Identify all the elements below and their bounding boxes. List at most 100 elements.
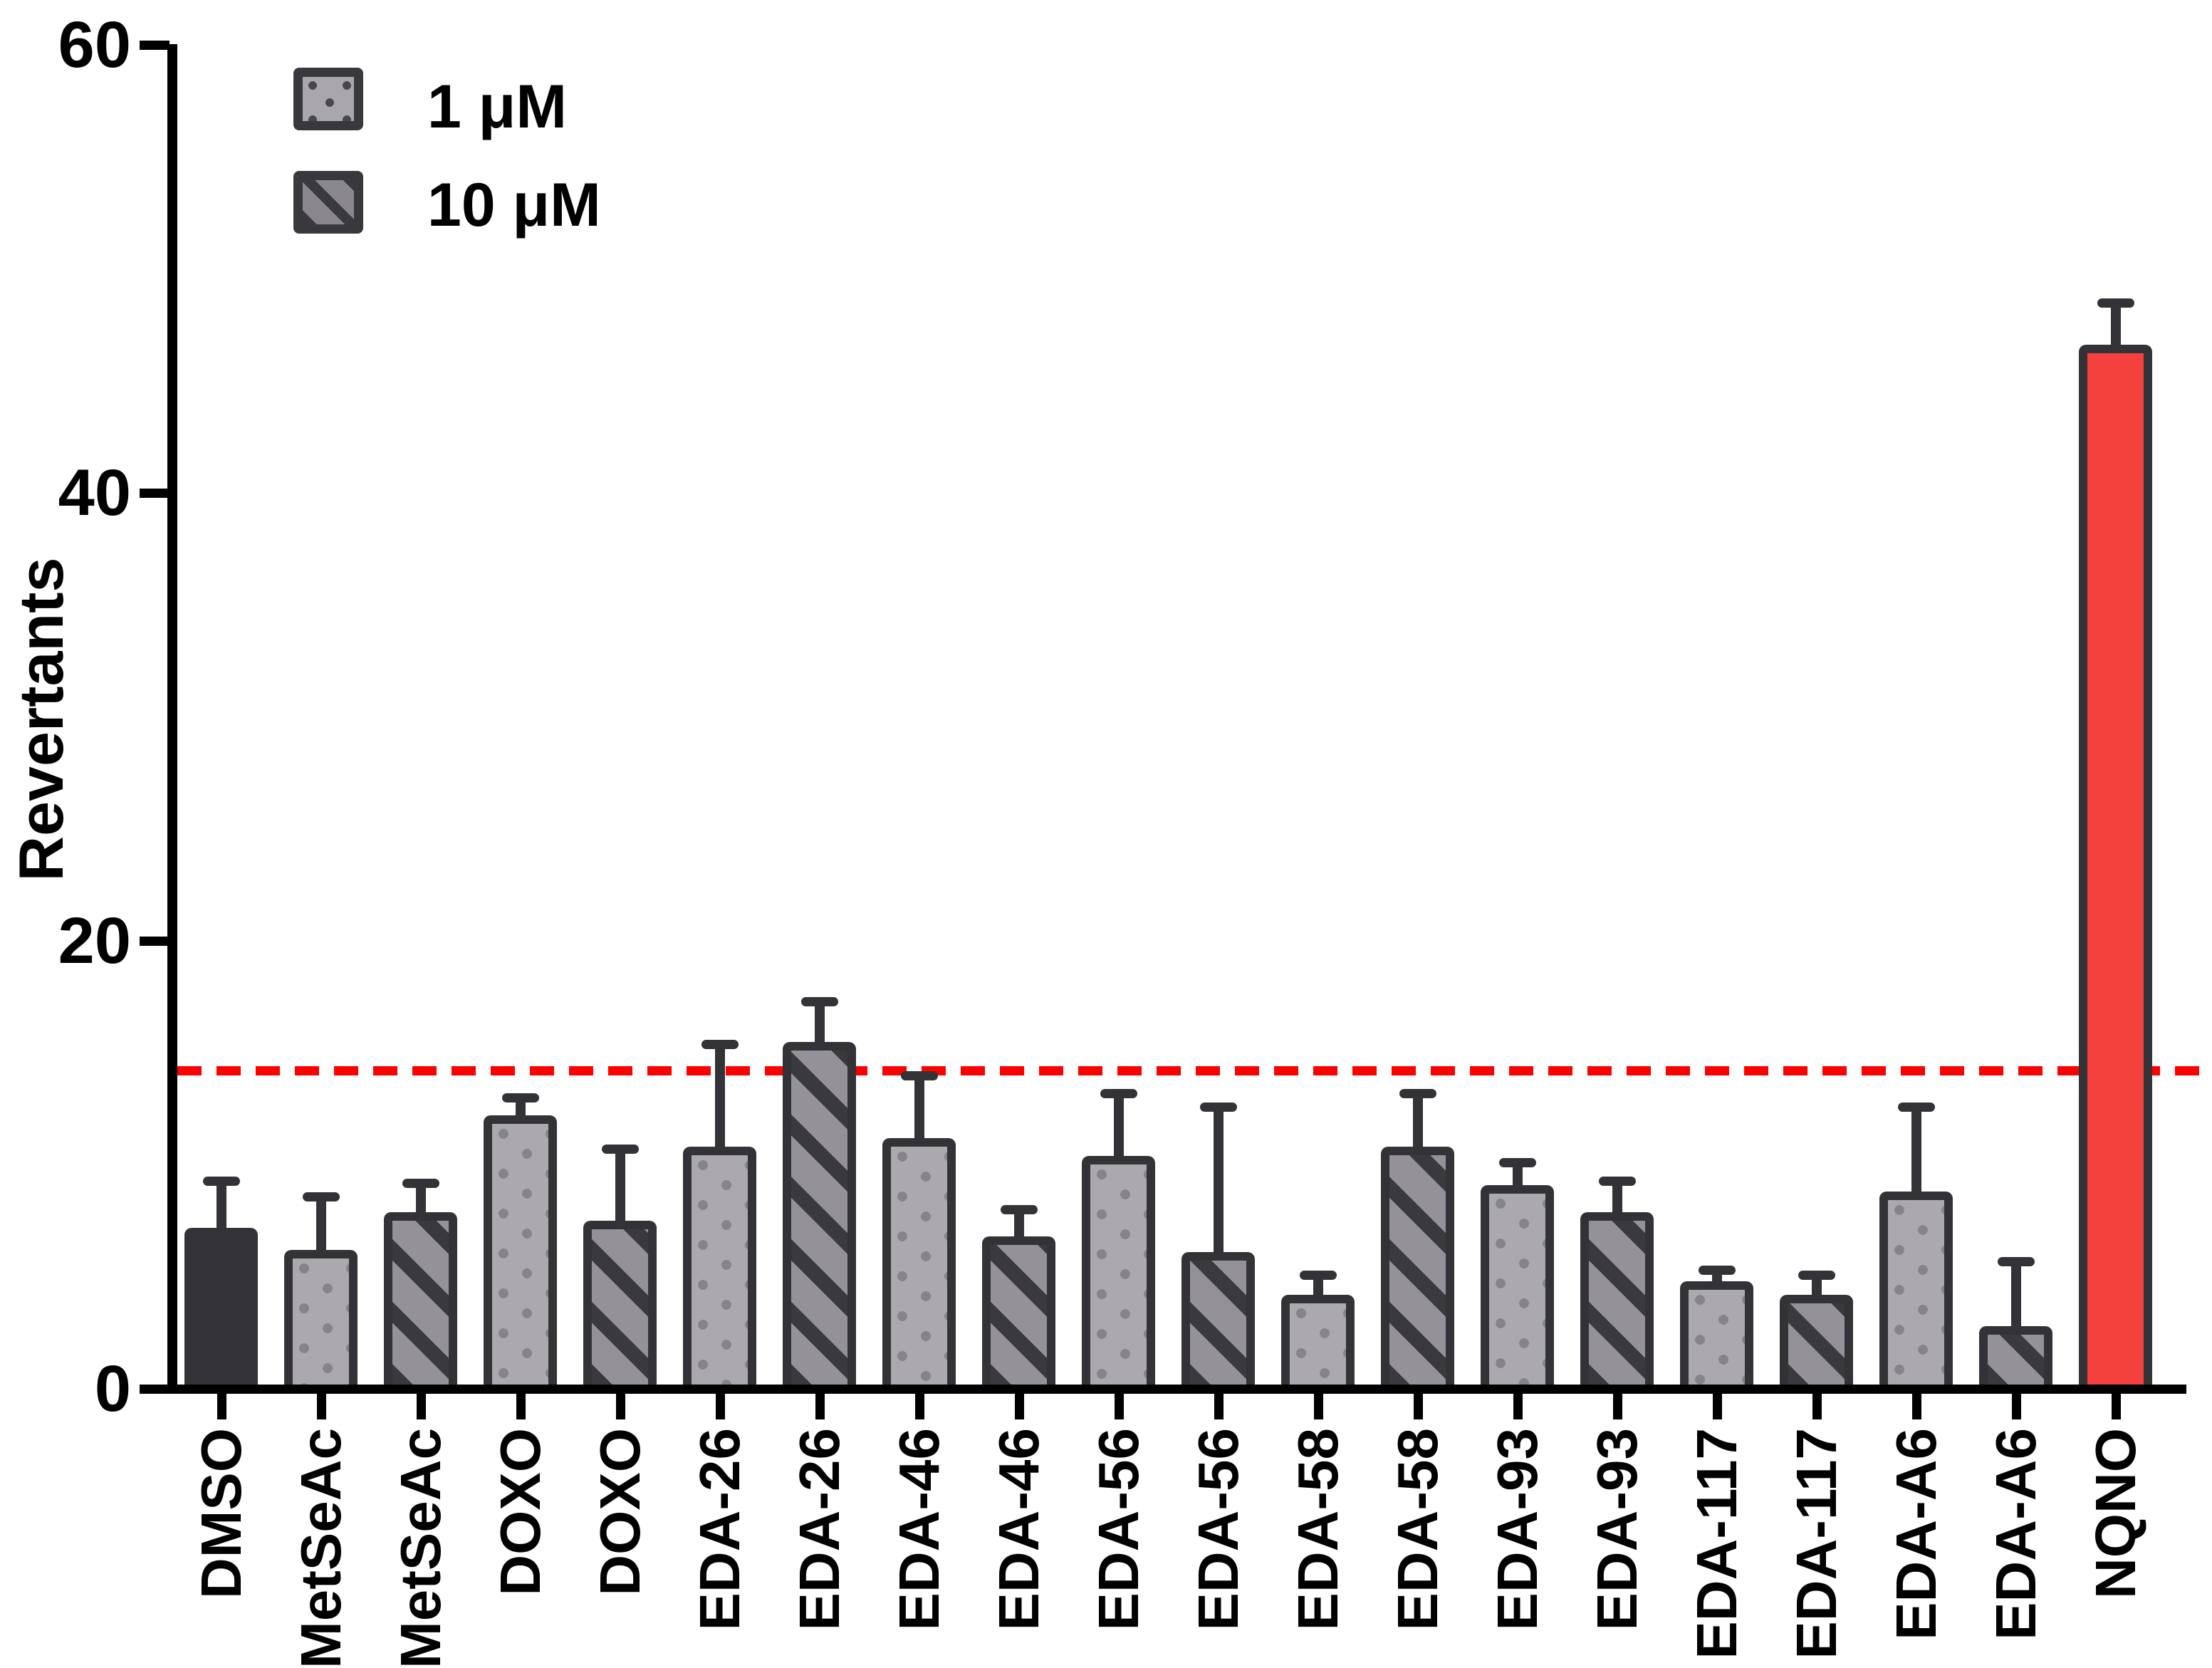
error-bar-stem	[316, 1197, 326, 1256]
bar-metseac	[284, 1250, 358, 1394]
error-bar-stem	[914, 1075, 924, 1145]
x-axis-tick	[1713, 1394, 1722, 1419]
legend-swatch-10um	[293, 171, 363, 234]
x-tick-label: EDA-56	[1087, 1428, 1150, 1631]
error-bar-cap	[901, 1070, 938, 1080]
bar-eda-93	[1481, 1184, 1554, 1394]
bar-eda-117	[1680, 1281, 1753, 1394]
x-tick-label: EDA-58	[1286, 1428, 1350, 1631]
error-bar-stem	[1214, 1107, 1224, 1259]
error-bar-cap	[1798, 1270, 1835, 1280]
error-bar-stem	[2111, 303, 2121, 352]
bar-eda-46	[982, 1236, 1055, 1394]
error-bar-stem	[1413, 1093, 1423, 1154]
error-bar-stem	[1313, 1275, 1323, 1301]
x-axis-tick	[716, 1394, 725, 1419]
x-axis-tick	[1414, 1394, 1423, 1419]
y-axis-line	[167, 44, 177, 1394]
error-bar-cap	[701, 1039, 739, 1049]
x-tick-label: DOXO	[489, 1428, 552, 1596]
error-bar-cap	[1699, 1266, 1736, 1276]
error-bar-stem	[615, 1150, 625, 1228]
y-axis-tick	[140, 1385, 169, 1394]
x-axis-line	[167, 1385, 2186, 1394]
error-bar-cap	[1399, 1088, 1436, 1098]
error-bar-cap	[303, 1192, 340, 1202]
error-bar-cap	[1100, 1088, 1137, 1098]
error-bar-stem	[2011, 1261, 2021, 1333]
error-bar-stem	[815, 1001, 825, 1048]
error-bar-cap	[1001, 1205, 1038, 1215]
x-axis-tick	[516, 1394, 526, 1419]
bar-dmso	[184, 1227, 258, 1394]
bar-doxo	[484, 1115, 557, 1394]
x-tick-label: EDA-46	[987, 1428, 1050, 1631]
bar-metseac	[384, 1211, 457, 1394]
y-tick-label: 60	[58, 9, 131, 81]
y-tick-label: 0	[94, 1352, 131, 1425]
x-tick-label: EDA-93	[1486, 1428, 1549, 1631]
error-bar-cap	[1898, 1102, 1935, 1112]
x-tick-label: EDA-46	[887, 1428, 951, 1631]
x-axis-tick	[616, 1394, 625, 1419]
bar-eda-56	[1181, 1252, 1255, 1394]
x-axis-tick	[2012, 1394, 2021, 1419]
error-bar-stem	[715, 1044, 725, 1154]
bar-eda-26	[783, 1041, 856, 1394]
x-tick-label: EDA-93	[1585, 1428, 1649, 1631]
bar-eda-117	[1780, 1294, 1853, 1394]
error-bar-stem	[1812, 1275, 1822, 1301]
error-bar-cap	[203, 1176, 240, 1186]
x-axis-tick	[217, 1394, 226, 1419]
x-axis-tick	[1812, 1394, 1822, 1419]
bar-eda-a6	[1879, 1192, 1953, 1394]
error-bar-cap	[1300, 1270, 1337, 1280]
error-bar-cap	[602, 1145, 639, 1154]
x-axis-tick	[2112, 1394, 2121, 1419]
error-bar-cap	[402, 1178, 439, 1188]
error-bar-stem	[1513, 1163, 1523, 1192]
bar-eda-a6	[1979, 1325, 2052, 1394]
error-bar-cap	[1200, 1102, 1237, 1112]
x-tick-label: MetSeAc	[289, 1428, 353, 1668]
x-tick-label: EDA-26	[788, 1428, 851, 1631]
x-axis-tick	[1912, 1394, 1921, 1419]
legend-label-1um: 1 μM	[427, 73, 567, 141]
x-tick-label: DMSO	[189, 1428, 253, 1599]
x-tick-label: DOXO	[588, 1428, 652, 1596]
threshold-line	[177, 1066, 2208, 1076]
x-axis-tick	[1115, 1394, 1124, 1419]
x-axis-tick	[1513, 1394, 1523, 1419]
legend-swatch-1um	[293, 68, 363, 130]
x-tick-label: EDA-A6	[1984, 1428, 2047, 1640]
y-axis-tick	[140, 937, 169, 946]
error-bar-stem	[1114, 1093, 1124, 1162]
y-tick-label: 20	[58, 905, 131, 977]
x-axis-tick	[915, 1394, 924, 1419]
x-axis-tick	[1214, 1394, 1224, 1419]
x-axis-tick	[317, 1394, 326, 1419]
bar-eda-93	[1580, 1211, 1654, 1394]
error-bar-cap	[502, 1093, 539, 1103]
x-axis-tick	[815, 1394, 825, 1419]
x-tick-label: EDA-117	[1785, 1428, 1848, 1659]
x-tick-label: EDA-58	[1386, 1428, 1449, 1631]
error-bar-cap	[1599, 1176, 1636, 1186]
bar-eda-26	[683, 1147, 756, 1394]
bar-eda-56	[1082, 1155, 1155, 1394]
x-tick-label: EDA-A6	[1884, 1428, 1948, 1640]
bar-nqno	[2079, 345, 2152, 1394]
error-bar-cap	[2097, 298, 2134, 308]
x-tick-label: EDA-117	[1685, 1428, 1748, 1659]
error-bar-stem	[1014, 1210, 1024, 1244]
error-bar-stem	[1612, 1181, 1622, 1219]
bar-doxo	[583, 1221, 657, 1394]
x-tick-label: EDA-26	[688, 1428, 751, 1631]
error-bar-cap	[1499, 1158, 1536, 1168]
error-bar-stem	[1911, 1107, 1921, 1199]
bar-eda-46	[882, 1137, 956, 1394]
bar-eda-58	[1281, 1294, 1355, 1394]
error-bar-cap	[1998, 1256, 2035, 1266]
